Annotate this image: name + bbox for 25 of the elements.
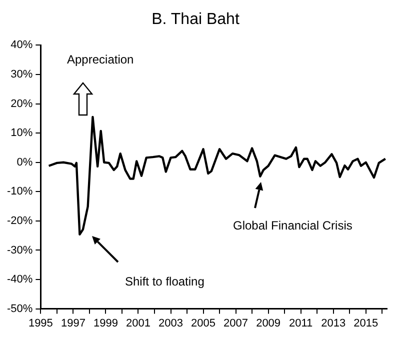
x-tick-label: 2005 <box>191 317 216 330</box>
x-tick-label: 2011 <box>289 317 313 330</box>
x-tick-label: 1997 <box>60 317 86 330</box>
y-tick-label: 30% <box>10 68 33 81</box>
x-tick-label: 2013 <box>321 317 346 330</box>
y-tick-label: -30% <box>6 244 33 256</box>
x-tick-label: 2001 <box>126 317 150 330</box>
y-tick-label: 40% <box>10 39 33 52</box>
y-tick-label: -40% <box>6 274 33 286</box>
annotation: Shift to floating <box>125 274 204 288</box>
x-tick-label: 1999 <box>93 317 118 330</box>
y-tick-label: 10% <box>10 127 33 140</box>
y-tick-label: -10% <box>6 186 33 198</box>
y-tick-label: -20% <box>6 214 33 227</box>
x-tick-label: 2007 <box>224 317 248 330</box>
annotation: Appreciation <box>67 52 134 66</box>
x-tick-label: 2009 <box>256 317 281 330</box>
x-tick-label: 2015 <box>354 317 378 330</box>
annotation: Global Financial Crisis <box>233 218 352 232</box>
x-tick-label: 2003 <box>158 317 183 330</box>
chart-title: B. Thai Baht <box>152 11 240 28</box>
y-tick-label: 0% <box>16 156 33 168</box>
y-tick-label: -50% <box>6 302 33 315</box>
x-tick-label: 1995 <box>28 317 53 330</box>
y-tick-label: 20% <box>10 98 33 110</box>
